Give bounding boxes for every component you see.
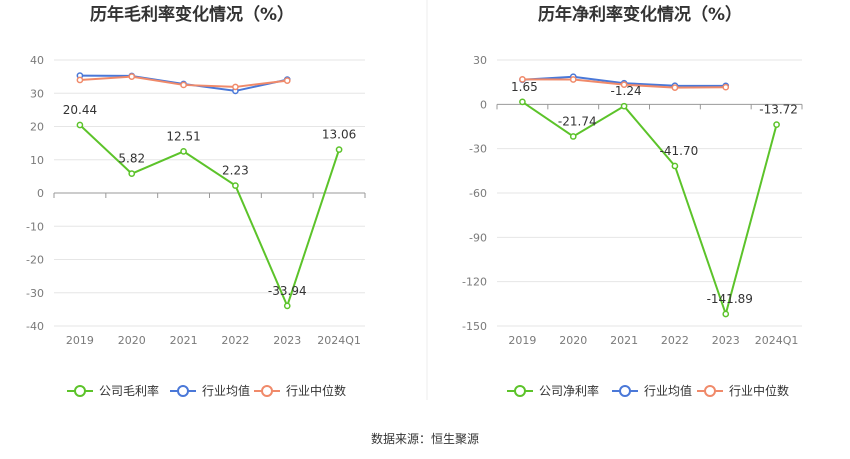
x-tick-label: 2020 bbox=[559, 334, 587, 347]
legend-swatch-marker bbox=[261, 385, 273, 397]
x-tick-label: 2022 bbox=[661, 334, 689, 347]
data-label: 13.06 bbox=[322, 128, 356, 142]
data-point bbox=[283, 302, 291, 310]
data-point bbox=[773, 121, 780, 128]
y-tick-label: -30 bbox=[26, 287, 44, 300]
legend-label: 公司毛利率 bbox=[99, 383, 159, 398]
x-tick-label: 2019 bbox=[66, 334, 94, 347]
y-tick-label: 0 bbox=[480, 98, 487, 111]
y-tick-label: -60 bbox=[469, 187, 487, 200]
data-source: 数据来源：恒生聚源 bbox=[371, 431, 479, 446]
chart-title: 历年毛利率变化情况（%） bbox=[90, 4, 294, 25]
series-line-company bbox=[79, 124, 341, 309]
y-tick-label: -150 bbox=[462, 320, 487, 333]
data-point bbox=[569, 76, 577, 83]
legend-swatch-marker bbox=[74, 385, 86, 397]
y-tick-label: -120 bbox=[462, 276, 487, 289]
data-point bbox=[620, 102, 628, 110]
legend-label: 行业中位数 bbox=[286, 383, 346, 398]
y-tick-label: 20 bbox=[30, 121, 44, 134]
data-point bbox=[128, 170, 136, 177]
data-point bbox=[722, 83, 730, 91]
data-point bbox=[180, 148, 187, 155]
data-label: 20.44 bbox=[63, 103, 97, 117]
data-point bbox=[620, 81, 628, 89]
x-tick-label: 2020 bbox=[118, 334, 146, 347]
data-point bbox=[569, 133, 577, 140]
y-tick-label: 30 bbox=[30, 87, 44, 100]
data-point bbox=[722, 310, 730, 318]
legend-swatch-marker bbox=[514, 385, 526, 397]
y-tick-label: 10 bbox=[30, 154, 44, 167]
series-line-company bbox=[521, 101, 778, 318]
data-label: -141.89 bbox=[707, 292, 753, 306]
data-label: 5.82 bbox=[118, 152, 145, 166]
data-point bbox=[76, 76, 84, 84]
legend-label: 公司净利率 bbox=[539, 383, 599, 398]
data-point bbox=[76, 121, 84, 129]
data-label: -33.94 bbox=[268, 284, 307, 298]
data-point bbox=[128, 73, 136, 80]
legend-swatch-marker bbox=[177, 385, 189, 397]
x-tick-label: 2021 bbox=[610, 334, 638, 347]
y-tick-label: 40 bbox=[30, 54, 44, 67]
y-tick-label: -90 bbox=[469, 231, 487, 244]
data-point bbox=[232, 182, 239, 189]
data-point bbox=[519, 98, 526, 106]
data-point bbox=[671, 162, 679, 170]
y-tick-label: -20 bbox=[26, 254, 44, 267]
x-tick-label: 2022 bbox=[221, 334, 249, 347]
x-tick-label: 2024Q1 bbox=[317, 334, 361, 347]
data-point bbox=[671, 84, 679, 91]
legend-label: 行业中位数 bbox=[729, 383, 789, 398]
legend-swatch-marker bbox=[619, 385, 631, 397]
x-tick-label: 2024Q1 bbox=[755, 334, 799, 347]
data-label: -21.74 bbox=[558, 114, 597, 128]
legend-swatch-marker bbox=[704, 385, 716, 397]
data-point bbox=[283, 77, 291, 84]
legend-label: 行业均值 bbox=[202, 383, 250, 398]
x-tick-label: 2019 bbox=[508, 334, 536, 347]
legend-label: 行业均值 bbox=[644, 383, 692, 398]
x-tick-label: 2021 bbox=[170, 334, 198, 347]
data-point bbox=[519, 76, 526, 83]
data-label: -13.72 bbox=[759, 103, 798, 117]
data-label: -41.70 bbox=[660, 144, 699, 158]
x-tick-label: 2023 bbox=[273, 334, 301, 347]
data-point bbox=[335, 146, 343, 153]
y-tick-label: 30 bbox=[473, 54, 487, 67]
data-point bbox=[180, 81, 187, 89]
y-tick-label: -10 bbox=[26, 220, 44, 233]
y-tick-label: -40 bbox=[26, 320, 44, 333]
data-label: 12.51 bbox=[166, 129, 200, 143]
x-tick-label: 2023 bbox=[712, 334, 740, 347]
data-label: 2.23 bbox=[222, 164, 249, 178]
data-label: -1.24 bbox=[611, 84, 642, 98]
y-tick-label: -30 bbox=[469, 143, 487, 156]
data-point bbox=[232, 83, 239, 91]
chart-title: 历年净利率变化情况（%） bbox=[538, 4, 742, 25]
data-label: 1.65 bbox=[511, 80, 538, 94]
y-tick-label: 0 bbox=[37, 187, 44, 200]
